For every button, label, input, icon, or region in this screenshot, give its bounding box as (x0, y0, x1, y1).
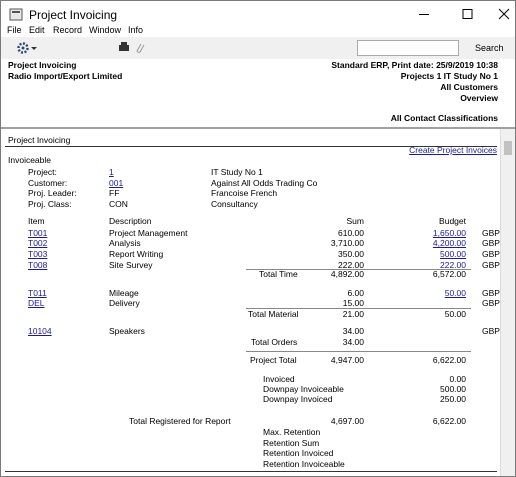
item-code[interactable]: T008 (28, 260, 48, 270)
item-budget[interactable]: 50.00 (444, 288, 466, 298)
item-code[interactable]: T001 (28, 228, 48, 238)
item-budget[interactable]: 500.00 (440, 249, 466, 259)
window-title: Project Invoicing (29, 8, 118, 22)
menu-bar (1, 22, 515, 37)
item-code[interactable]: T002 (28, 238, 48, 248)
search-field[interactable] (357, 40, 459, 56)
item-budget[interactable]: 1,650.00 (432, 228, 466, 238)
item-code[interactable]: DEL (28, 298, 45, 308)
item-code[interactable]: T003 (28, 249, 48, 259)
window-controls[interactable] (411, 1, 515, 28)
search-button[interactable]: Search (475, 43, 504, 53)
item-budget[interactable]: 4,200.00 (432, 238, 466, 248)
item-code[interactable]: T011 (28, 288, 47, 298)
scroll-thumb[interactable] (504, 141, 512, 155)
item-budget[interactable]: 222.00 (440, 260, 466, 270)
info-code[interactable]: 1 (109, 167, 114, 177)
app-icon (9, 8, 23, 21)
toolbar-icons[interactable] (17, 41, 147, 55)
create-invoices-link[interactable]: Create Project Invoices (409, 145, 497, 155)
info-code[interactable]: 001 (109, 177, 124, 188)
report-body (1, 129, 500, 476)
report-header (1, 59, 515, 129)
item-code[interactable]: 10104 (28, 326, 52, 336)
scrollbar[interactable] (500, 129, 515, 476)
toolbar: Search (1, 37, 515, 59)
